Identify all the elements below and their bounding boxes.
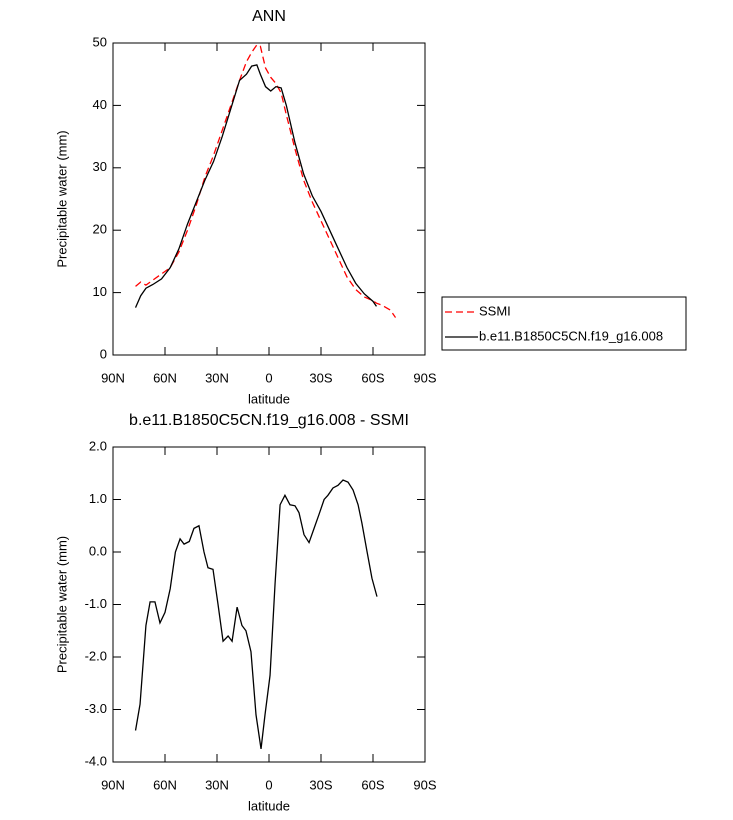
y-tick-label: -4.0 xyxy=(85,753,107,768)
x-tick-label: 60S xyxy=(361,370,384,385)
x-tick-label: 60S xyxy=(361,777,384,792)
chart-title: ANN xyxy=(252,8,286,25)
y-tick-label: -3.0 xyxy=(85,701,107,716)
y-tick-label: 1.0 xyxy=(89,491,107,506)
x-tick-label: 90S xyxy=(413,370,436,385)
x-axis-label: latitude xyxy=(248,391,290,406)
y-tick-label: 2.0 xyxy=(89,438,107,453)
y-tick-label: 10 xyxy=(93,284,107,299)
y-tick-label: 40 xyxy=(93,97,107,112)
y-tick-label: 0.0 xyxy=(89,543,107,558)
x-tick-label: 0 xyxy=(265,777,272,792)
data-line xyxy=(135,44,397,318)
x-tick-label: 90S xyxy=(413,777,436,792)
x-tick-label: 60N xyxy=(153,370,177,385)
legend-label: SSMI xyxy=(479,303,511,318)
y-axis-label: Precipitable water (mm) xyxy=(54,130,69,267)
x-tick-label: 30S xyxy=(309,777,332,792)
y-axis-label: Precipitable water (mm) xyxy=(54,536,69,673)
x-tick-label: 30N xyxy=(205,777,229,792)
x-axis-label: latitude xyxy=(248,798,290,813)
legend-box xyxy=(441,296,687,351)
x-tick-label: 0 xyxy=(265,370,272,385)
chart-title: b.e11.B1850C5CN.f19_g16.008 - SSMI xyxy=(129,412,409,429)
y-tick-label: -2.0 xyxy=(85,648,107,663)
y-tick-label: 30 xyxy=(93,159,107,174)
x-tick-label: 90N xyxy=(101,777,125,792)
y-tick-label: 0 xyxy=(100,346,107,361)
y-tick-label: 50 xyxy=(93,34,107,49)
data-line xyxy=(134,64,378,308)
plot-frame xyxy=(112,446,426,763)
x-tick-label: 30S xyxy=(309,370,332,385)
x-tick-label: 30N xyxy=(205,370,229,385)
y-tick-label: 20 xyxy=(93,222,107,237)
legend-label: b.e11.B1850C5CN.f19_g16.008 xyxy=(479,328,663,343)
y-tick-label: -1.0 xyxy=(85,596,107,611)
x-tick-label: 60N xyxy=(153,777,177,792)
x-tick-label: 90N xyxy=(101,370,125,385)
data-line xyxy=(134,479,378,749)
